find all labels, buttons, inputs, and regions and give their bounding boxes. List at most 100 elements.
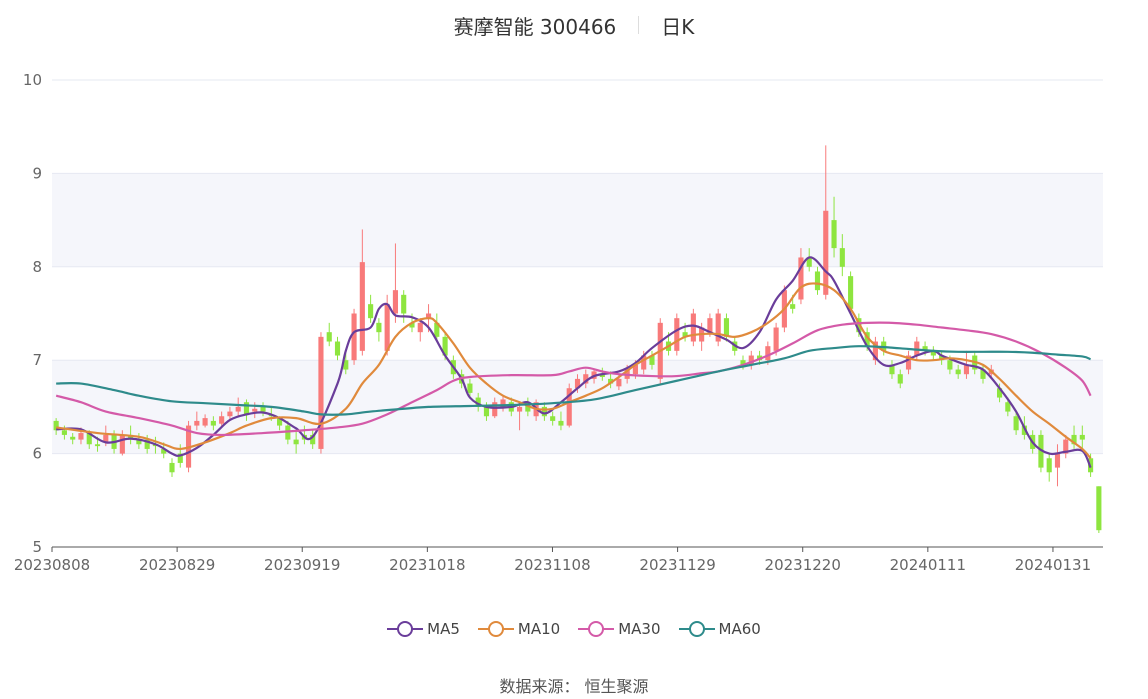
y-tick-label: 6 xyxy=(32,445,42,463)
candle-body xyxy=(334,341,341,356)
candle-body xyxy=(202,418,208,426)
candle xyxy=(260,402,266,417)
candle-body xyxy=(277,418,283,426)
candle xyxy=(583,369,589,389)
candle-body xyxy=(368,304,374,319)
candle xyxy=(392,243,399,323)
candle xyxy=(1013,411,1019,435)
y-axis-ticks: 5 6 7 8 9 10 xyxy=(23,71,42,556)
candle-body xyxy=(409,322,415,328)
legend: MA5 MA10 MA30 MA60 xyxy=(0,620,1148,638)
x-tick-label: 20231108 xyxy=(514,556,590,574)
candle xyxy=(649,350,655,370)
candle xyxy=(351,308,357,365)
legend-label: MA60 xyxy=(718,620,761,638)
candle-body xyxy=(773,327,779,351)
candle xyxy=(872,336,878,365)
candle-body xyxy=(161,448,167,454)
candle-body xyxy=(930,350,936,356)
candle-body xyxy=(442,336,448,356)
legend-item-ma5[interactable]: MA5 xyxy=(387,620,460,638)
legend-marker-icon xyxy=(678,620,715,638)
candle xyxy=(368,294,374,323)
candle-body xyxy=(690,313,696,342)
legend-item-ma30[interactable]: MA30 xyxy=(578,620,661,638)
candle xyxy=(517,402,523,431)
candle-body xyxy=(674,318,680,351)
candle-body xyxy=(889,364,895,375)
legend-item-ma60[interactable]: MA60 xyxy=(678,620,761,638)
candle xyxy=(930,346,936,361)
candle-body xyxy=(1079,434,1085,440)
candle xyxy=(434,313,440,342)
candle-body xyxy=(897,374,903,384)
candle-body xyxy=(707,318,713,333)
candle-body xyxy=(194,420,200,426)
y-tick-label: 8 xyxy=(32,258,42,276)
candle-body xyxy=(541,406,547,417)
candle-body xyxy=(425,313,432,319)
candle xyxy=(169,458,175,477)
candle-body xyxy=(434,322,440,337)
legend-label: MA5 xyxy=(427,620,460,638)
candle xyxy=(70,433,76,445)
candle xyxy=(1096,486,1102,533)
candle xyxy=(1063,434,1069,459)
candle xyxy=(467,378,473,398)
candle-body xyxy=(550,416,556,421)
candle-body xyxy=(947,360,953,370)
legend-label: MA10 xyxy=(517,620,561,638)
candle xyxy=(500,395,506,412)
candle xyxy=(1079,425,1085,449)
candle-body xyxy=(748,355,754,365)
candle-body xyxy=(848,276,854,309)
candle xyxy=(194,411,200,431)
legend-item-ma10[interactable]: MA10 xyxy=(477,620,561,638)
candle xyxy=(798,248,804,305)
candle xyxy=(905,350,912,375)
legend-marker-icon xyxy=(578,620,615,638)
candle-body xyxy=(119,434,125,454)
candle-body xyxy=(293,439,299,445)
candle xyxy=(831,196,837,258)
candle-body xyxy=(359,262,365,351)
candle-body xyxy=(996,388,1003,398)
candle xyxy=(285,420,291,445)
candle-body xyxy=(61,430,67,435)
candle xyxy=(889,360,895,379)
candle xyxy=(723,313,730,342)
candle-body xyxy=(483,406,490,417)
candle-body xyxy=(475,397,481,407)
candle xyxy=(1054,444,1061,487)
candle-body xyxy=(980,369,986,379)
candle xyxy=(475,392,481,412)
candle xyxy=(376,318,382,342)
candle-body xyxy=(285,425,291,440)
candle xyxy=(202,414,208,428)
candle-body xyxy=(939,355,945,361)
candle-body xyxy=(806,257,812,267)
candle-body xyxy=(318,336,324,449)
candle-body xyxy=(310,434,316,445)
candle-body xyxy=(814,271,821,291)
candle xyxy=(326,322,332,347)
y-tick-label: 10 xyxy=(23,71,42,89)
candle-body xyxy=(53,420,59,431)
candle-body xyxy=(839,248,845,267)
x-tick-label: 20231018 xyxy=(389,556,465,574)
candle xyxy=(541,402,547,421)
candle xyxy=(674,313,680,356)
candle-body xyxy=(1021,425,1027,435)
candle-body xyxy=(963,364,970,375)
candle-body xyxy=(723,318,730,337)
candle xyxy=(558,411,564,431)
candle-body xyxy=(574,378,581,389)
y-tick-label: 5 xyxy=(32,538,42,556)
candle xyxy=(748,350,754,370)
candle-body xyxy=(517,406,523,412)
candlestick-chart: 5 6 7 8 9 10 20230808 20230829 20230919 20231018… xyxy=(14,71,1103,574)
candle-body xyxy=(740,360,746,365)
ma-line-ma30 xyxy=(55,321,1092,437)
candle-body xyxy=(765,346,771,361)
candle-body xyxy=(790,304,796,309)
